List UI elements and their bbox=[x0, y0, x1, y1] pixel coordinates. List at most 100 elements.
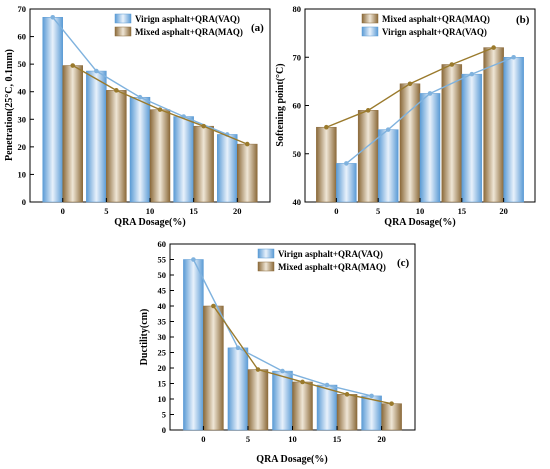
y-tick-label: 45 bbox=[158, 286, 167, 296]
legend-swatch-maq bbox=[257, 261, 275, 272]
data-point-vaq-15 bbox=[469, 71, 475, 77]
axes-group: 0 5 10 15 20 25 30 35 40 45 50 55 60 0 5 10 15 20 bbox=[158, 239, 386, 444]
data-point-vaq-15 bbox=[324, 382, 330, 388]
y-tick-label: 50 bbox=[293, 149, 302, 159]
legend: Mixed asphalt+QRA(MAQ) Virign asphalt+QRA… bbox=[361, 13, 490, 37]
bars-group bbox=[183, 259, 402, 431]
x-tick-label: 20 bbox=[499, 206, 508, 216]
y-tick-label: 60 bbox=[293, 101, 302, 111]
bar-vaq-0 bbox=[336, 163, 357, 203]
bar-vaq-20 bbox=[217, 134, 238, 203]
data-point-maq-20 bbox=[244, 141, 250, 147]
bar-vaq-15 bbox=[316, 384, 338, 431]
bar-vaq-10 bbox=[419, 93, 441, 203]
x-tick-label: 0 bbox=[334, 206, 338, 216]
axes-group: 40 50 60 70 80 0 5 10 15 20 bbox=[293, 4, 508, 216]
bars-group bbox=[316, 47, 524, 203]
y-tick-label: 10 bbox=[18, 169, 27, 179]
y-tick-label: 50 bbox=[158, 270, 167, 280]
bar-maq-0 bbox=[203, 305, 224, 431]
data-point-maq-20 bbox=[389, 401, 394, 406]
y-tick-label: 5 bbox=[162, 410, 166, 420]
bar-maq-10 bbox=[149, 109, 171, 203]
data-point-maq-20 bbox=[491, 45, 496, 50]
data-point-vaq-20 bbox=[369, 393, 374, 399]
bars-group bbox=[42, 17, 258, 203]
data-point-vaq-0 bbox=[50, 14, 56, 20]
data-point-vaq-20 bbox=[511, 54, 516, 60]
data-point-maq-10 bbox=[157, 107, 163, 112]
y-tick-label: 15 bbox=[158, 379, 167, 389]
x-tick-label: 10 bbox=[146, 206, 155, 216]
data-point-maq-10 bbox=[300, 379, 305, 385]
y-tick-label: 30 bbox=[18, 114, 27, 124]
legend-swatch-vaq bbox=[114, 13, 132, 24]
panel-label: (b) bbox=[516, 14, 530, 26]
bar-vaq-10 bbox=[272, 370, 293, 431]
x-axis-label: QRA Dosage(%) bbox=[256, 454, 327, 465]
data-point-maq-5 bbox=[255, 367, 261, 372]
bar-vaq-5 bbox=[86, 70, 107, 203]
bar-vaq-15 bbox=[461, 73, 483, 203]
y-axis-label: Ductility(cm) bbox=[139, 309, 150, 366]
bar-vaq-15 bbox=[173, 116, 194, 203]
data-point-vaq-5 bbox=[385, 127, 391, 132]
x-tick-label: 5 bbox=[376, 206, 380, 216]
bar-vaq-0 bbox=[42, 17, 63, 203]
data-point-vaq-0 bbox=[191, 257, 196, 262]
data-point-maq-15 bbox=[344, 392, 350, 397]
bar-maq-0 bbox=[62, 65, 83, 203]
y-tick-label: 60 bbox=[158, 239, 167, 249]
bar-maq-5 bbox=[106, 90, 127, 203]
y-tick-label: 35 bbox=[158, 317, 167, 327]
bar-maq-15 bbox=[336, 394, 358, 431]
data-point-vaq-0 bbox=[344, 161, 349, 166]
data-point-vaq-5 bbox=[235, 345, 241, 351]
data-point-vaq-10 bbox=[427, 91, 433, 96]
x-tick-label: 0 bbox=[61, 206, 65, 216]
legend: Virign asphalt+QRA(VAQ) Mixed asphalt+QRA… bbox=[257, 248, 386, 272]
axes-group: 0 10 20 30 40 50 60 70 0 5 10 15 20 bbox=[18, 4, 242, 216]
bar-maq-5 bbox=[247, 369, 269, 431]
data-point-maq-0 bbox=[211, 303, 216, 309]
bar-maq-5 bbox=[357, 110, 379, 203]
x-tick-label: 15 bbox=[458, 206, 467, 216]
legend: Virign asphalt+QRA(VAQ) Mixed asphalt+QRA… bbox=[114, 13, 243, 37]
data-point-maq-5 bbox=[114, 88, 119, 93]
x-tick-label: 15 bbox=[189, 206, 198, 216]
bar-maq-20 bbox=[381, 403, 402, 431]
y-axis-label: Softening point(°C) bbox=[275, 63, 286, 146]
legend-label-vaq: Virign asphalt+QRA(VAQ) bbox=[278, 249, 383, 259]
legend-swatch-maq bbox=[361, 13, 379, 24]
y-axis-label: Penetration(25°C, 0.1mm) bbox=[4, 49, 15, 161]
bar-maq-20 bbox=[483, 47, 504, 203]
y-tick-label: 70 bbox=[18, 4, 27, 14]
y-tick-label: 55 bbox=[158, 255, 167, 265]
bar-vaq-20 bbox=[503, 57, 524, 203]
y-tick-label: 40 bbox=[18, 87, 27, 97]
bar-maq-10 bbox=[399, 83, 421, 203]
data-point-maq-0 bbox=[324, 124, 329, 130]
bar-maq-10 bbox=[292, 381, 313, 431]
bar-vaq-0 bbox=[183, 259, 204, 431]
x-tick-label: 0 bbox=[201, 434, 205, 444]
legend-label-vaq: Virign asphalt+QRA(VAQ) bbox=[135, 14, 240, 24]
x-tick-label: 20 bbox=[377, 434, 386, 444]
legend-label-vaq: Virign asphalt+QRA(VAQ) bbox=[382, 27, 487, 37]
legend-label-maq: Mixed asphalt+QRA(MAQ) bbox=[382, 14, 490, 24]
bar-vaq-5 bbox=[377, 129, 399, 203]
x-tick-label: 5 bbox=[246, 434, 250, 444]
y-tick-label: 20 bbox=[158, 363, 167, 373]
data-point-vaq-10 bbox=[280, 368, 285, 374]
data-point-maq-5 bbox=[365, 108, 371, 113]
y-tick-label: 20 bbox=[18, 142, 27, 152]
data-point-maq-10 bbox=[407, 81, 413, 87]
bar-maq-15 bbox=[441, 64, 463, 203]
x-tick-label: 10 bbox=[416, 206, 425, 216]
y-tick-label: 40 bbox=[293, 197, 302, 207]
bar-vaq-5 bbox=[227, 347, 249, 431]
y-tick-label: 10 bbox=[158, 394, 167, 404]
data-point-maq-15 bbox=[449, 62, 455, 67]
y-tick-label: 80 bbox=[293, 4, 302, 14]
